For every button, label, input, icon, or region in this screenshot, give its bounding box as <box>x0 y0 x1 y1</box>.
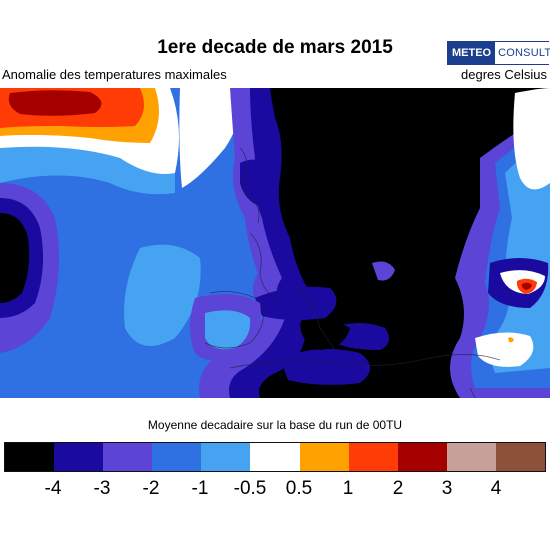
atlantic-lightblue-lobe <box>124 244 201 346</box>
legend-tick-label: -3 <box>93 478 111 499</box>
legend-swatch <box>250 442 300 472</box>
legend-swatch <box>103 442 153 472</box>
variable-label: Anomalie des temperatures maximales <box>2 67 227 82</box>
color-legend-bar <box>4 442 547 472</box>
legend-tick-label: -1 <box>191 478 209 499</box>
coastline-iberia <box>204 291 264 349</box>
hot-spot-darkred <box>521 282 532 290</box>
west-anomaly-black <box>0 213 30 303</box>
dark-blue-cell-2 <box>255 286 337 321</box>
legend-tick-label: 4 <box>490 478 502 499</box>
logo-part-1: METEO <box>448 42 496 64</box>
iberia-lightblue <box>205 310 251 350</box>
east-anomaly-lightblue <box>491 138 550 373</box>
dark-blue-cell-3 <box>280 349 370 385</box>
legend-tick-labels: -4 -3 -2 -1 -0.5 0.5 1 2 3 4 <box>0 478 550 504</box>
legend-swatch <box>348 442 398 472</box>
legend-swatch <box>397 442 447 472</box>
anomaly-map <box>0 88 550 398</box>
coastline-north-africa <box>229 354 501 369</box>
legend-swatch <box>299 442 349 472</box>
legend-swatch <box>152 442 202 472</box>
orange-cell-east <box>508 337 514 343</box>
legend-swatch <box>495 442 547 472</box>
warm-anomaly-darkred <box>8 90 102 116</box>
coastlines <box>204 147 501 398</box>
footnote: Moyenne decadaire sur la base du run de … <box>147 418 403 432</box>
legend-tick-label: -4 <box>44 478 62 499</box>
map-title: 1ere decade de mars 2015 <box>157 37 393 58</box>
legend-tick-label: 1 <box>342 478 354 499</box>
dark-blue-cell-1 <box>240 159 277 208</box>
logo-part-2: CONSULT <box>495 42 550 64</box>
legend-swatch <box>446 442 496 472</box>
east-anomaly-white <box>513 88 550 190</box>
dark-blue-cell-5 <box>372 261 395 281</box>
meteo-consult-logo: METEO CONSULT <box>447 41 550 65</box>
legend-tick-label: -2 <box>142 478 160 499</box>
legend-tick-label: -0.5 <box>233 478 267 499</box>
north-atlantic-white <box>179 88 241 188</box>
legend-swatch <box>4 442 55 472</box>
legend-tick-label: 2 <box>392 478 404 499</box>
legend-tick-label: 0.5 <box>285 478 313 499</box>
coastline-levant <box>469 387 476 398</box>
coastline-italy <box>299 287 336 351</box>
northwest-light-blue-band <box>0 132 175 195</box>
legend-swatch <box>201 442 251 472</box>
coastline-uk <box>239 147 260 224</box>
coastline-france <box>249 232 281 301</box>
legend-tick-label: 3 <box>441 478 453 499</box>
east-anomaly-white-3 <box>475 332 534 367</box>
legend-swatch <box>54 442 104 472</box>
unit-label: degres Celsius <box>461 67 547 82</box>
